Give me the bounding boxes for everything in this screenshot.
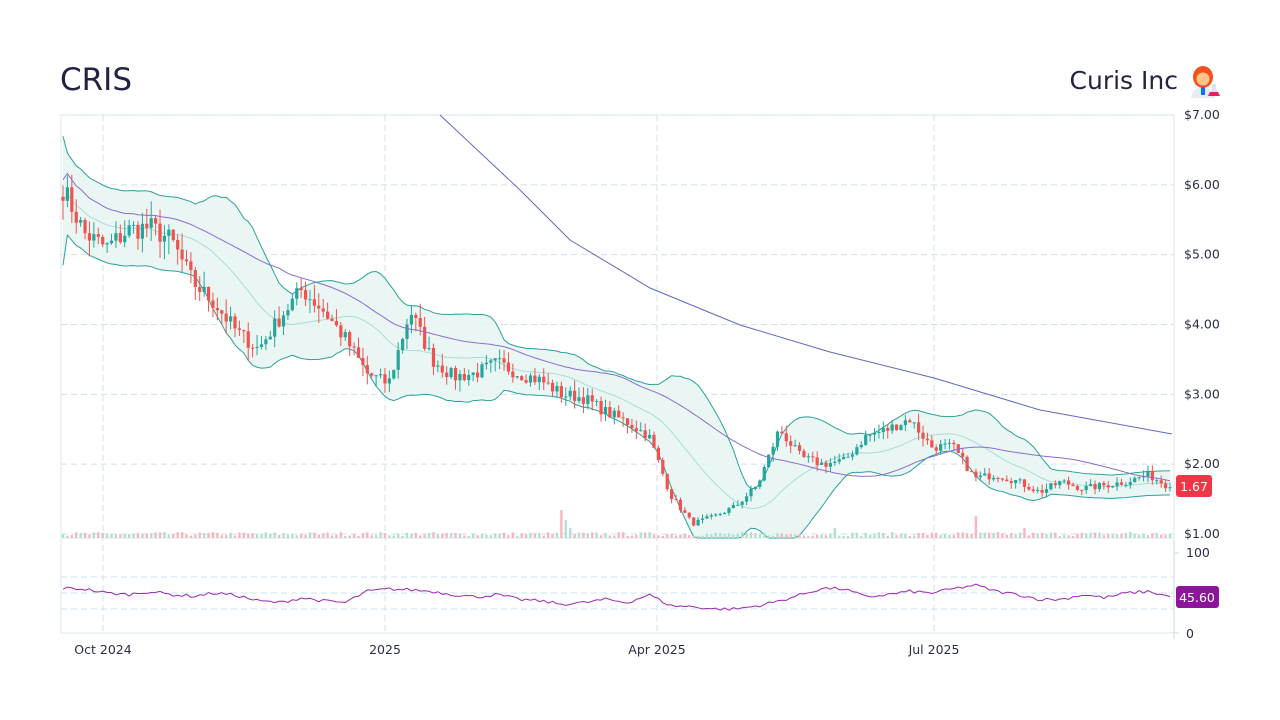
svg-text:$6.00: $6.00	[1184, 177, 1220, 192]
volume-bars	[61, 510, 1172, 538]
svg-text:$3.00: $3.00	[1184, 386, 1220, 401]
candlesticks	[61, 174, 1172, 527]
axes: $1.00 $2.00 $3.00 $4.00 $5.00 $6.00 $7.00 100 0 O…	[74, 107, 1220, 657]
bollinger-bands	[62, 136, 1171, 539]
svg-text:1.67: 1.67	[1180, 479, 1208, 494]
svg-text:Jul 2025: Jul 2025	[908, 642, 960, 657]
svg-text:$7.00: $7.00	[1184, 107, 1220, 122]
svg-text:0: 0	[1186, 626, 1194, 641]
svg-text:45.60: 45.60	[1179, 590, 1215, 605]
svg-text:$4.00: $4.00	[1184, 317, 1220, 332]
rsi-pane	[62, 583, 1171, 611]
svg-text:$2.00: $2.00	[1184, 456, 1220, 471]
svg-text:Oct 2024: Oct 2024	[74, 642, 131, 657]
scientist-emoji-icon	[1191, 66, 1220, 98]
svg-text:$5.00: $5.00	[1184, 247, 1220, 262]
svg-text:2025: 2025	[369, 642, 401, 657]
moving-averages	[62, 114, 1173, 482]
svg-text:Apr 2025: Apr 2025	[628, 642, 685, 657]
value-badges: 1.67 45.60	[1176, 475, 1219, 608]
svg-text:$1.00: $1.00	[1184, 526, 1220, 541]
company-name: Curis Inc	[1069, 66, 1178, 95]
ticker-symbol: CRIS	[60, 62, 133, 98]
svg-text:100: 100	[1186, 545, 1210, 560]
